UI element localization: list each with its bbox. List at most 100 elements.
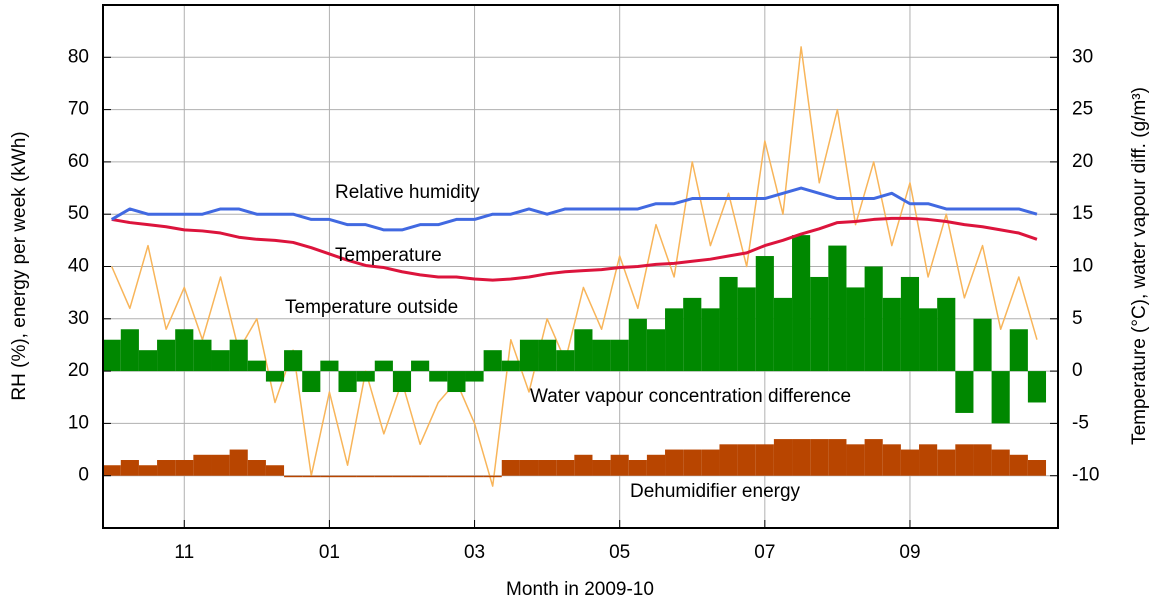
bar bbox=[284, 475, 303, 478]
series-line bbox=[111, 216, 1038, 282]
bar bbox=[665, 308, 684, 372]
bar bbox=[1027, 371, 1047, 403]
annotation: Water vapour concentration difference bbox=[530, 386, 851, 407]
bar bbox=[701, 308, 720, 372]
bar bbox=[483, 475, 502, 478]
y2-tick-label: 25 bbox=[1072, 99, 1093, 120]
bar bbox=[175, 460, 194, 476]
bar bbox=[229, 339, 248, 372]
y2-tick-label: 0 bbox=[1072, 360, 1083, 381]
bar bbox=[610, 454, 629, 476]
y-tick-label: 50 bbox=[68, 203, 89, 224]
bar bbox=[193, 454, 212, 476]
bar bbox=[755, 256, 774, 372]
bar bbox=[247, 460, 266, 476]
x-tick-label: 03 bbox=[464, 542, 485, 563]
annotation: Relative humidity bbox=[335, 182, 480, 203]
bar bbox=[773, 439, 793, 476]
bar bbox=[374, 360, 393, 372]
bar bbox=[211, 454, 230, 476]
y-tick-label: 40 bbox=[68, 256, 89, 277]
bar bbox=[792, 439, 811, 476]
bar bbox=[719, 444, 738, 476]
bar bbox=[356, 371, 375, 382]
bar bbox=[846, 444, 865, 476]
bar bbox=[646, 329, 666, 372]
y2-tick-label: 30 bbox=[1072, 46, 1093, 67]
bar bbox=[755, 444, 774, 476]
bar bbox=[1009, 454, 1028, 476]
bar bbox=[102, 339, 121, 372]
bar bbox=[392, 475, 412, 478]
bar bbox=[628, 318, 647, 372]
bar bbox=[937, 297, 956, 372]
bar bbox=[792, 235, 811, 372]
bar bbox=[900, 276, 920, 372]
bar bbox=[538, 339, 557, 372]
y2-tick-label: 20 bbox=[1072, 151, 1093, 172]
y2-tick-label: 15 bbox=[1072, 203, 1093, 224]
bar bbox=[683, 449, 702, 476]
bar bbox=[701, 449, 720, 476]
bar bbox=[882, 297, 901, 372]
bar bbox=[973, 318, 992, 372]
bar bbox=[556, 460, 575, 476]
bar bbox=[628, 460, 647, 476]
bar bbox=[574, 329, 593, 372]
bar bbox=[265, 465, 285, 476]
bar bbox=[737, 287, 756, 372]
bar bbox=[501, 360, 520, 372]
x-tick-label: 11 bbox=[174, 542, 194, 563]
bar bbox=[737, 444, 756, 476]
bar bbox=[919, 444, 938, 476]
bar bbox=[447, 475, 466, 478]
bar bbox=[991, 449, 1010, 476]
annotation: Temperature outside bbox=[285, 297, 458, 318]
y-tick-label: 80 bbox=[68, 46, 89, 67]
bar bbox=[211, 350, 230, 372]
bar bbox=[538, 460, 557, 476]
bar bbox=[955, 371, 974, 413]
x-axis-label: Month in 2009-10 bbox=[506, 579, 654, 600]
y-axis-label: RH (%), energy per week (kWh) bbox=[9, 131, 30, 400]
bar bbox=[120, 329, 139, 372]
bar bbox=[864, 266, 883, 372]
bar bbox=[138, 350, 158, 372]
bar bbox=[265, 371, 285, 382]
bar bbox=[429, 371, 448, 382]
annotation: Dehumidifier energy bbox=[630, 481, 801, 502]
bar bbox=[919, 308, 938, 372]
bar bbox=[828, 245, 847, 372]
y-tick-label: 30 bbox=[68, 308, 89, 329]
bar bbox=[483, 350, 502, 372]
bar bbox=[955, 444, 974, 476]
bar bbox=[519, 460, 539, 476]
bar bbox=[356, 475, 375, 478]
bar bbox=[1009, 329, 1028, 372]
y-tick-label: 20 bbox=[68, 360, 89, 381]
bar bbox=[864, 439, 883, 476]
bar bbox=[937, 449, 956, 476]
bar bbox=[284, 350, 303, 372]
bar bbox=[229, 449, 248, 476]
bar bbox=[556, 350, 575, 372]
bar bbox=[302, 371, 321, 393]
bar bbox=[465, 371, 484, 382]
bar bbox=[411, 475, 430, 478]
bar bbox=[392, 371, 412, 393]
annotation: Temperature bbox=[335, 245, 442, 266]
y-tick-label: 0 bbox=[78, 465, 89, 486]
bar bbox=[665, 449, 684, 476]
bar bbox=[175, 329, 194, 372]
bar bbox=[810, 439, 829, 476]
bar bbox=[991, 371, 1010, 424]
bar bbox=[828, 439, 847, 476]
plot-area bbox=[102, 5, 1058, 528]
bar bbox=[447, 371, 466, 393]
bar bbox=[592, 339, 611, 372]
x-tick-label: 09 bbox=[899, 542, 920, 563]
y2-tick-label: 5 bbox=[1072, 308, 1083, 329]
bar bbox=[773, 297, 793, 372]
